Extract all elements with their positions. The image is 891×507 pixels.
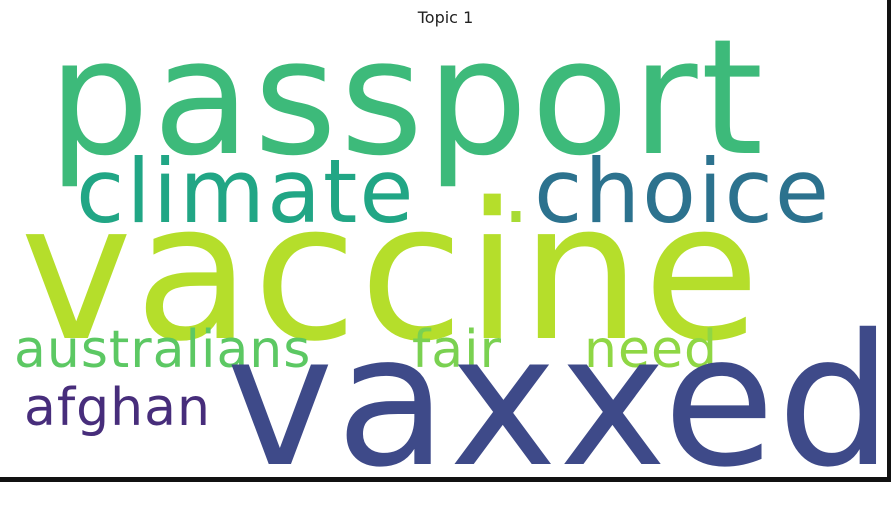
word-cloud: passport climate . choice vaccine austra…: [14, 4, 891, 493]
word-passport: passport: [48, 4, 767, 191]
word-afghan: afghan: [24, 378, 211, 438]
word-dot: .: [502, 140, 530, 243]
word-need: need: [584, 320, 718, 380]
word-choice: choice: [534, 140, 831, 243]
plot-title: Topic 1: [417, 8, 474, 27]
frame-border-bottom: [0, 477, 891, 482]
word-australians: australians: [14, 320, 312, 380]
word-fair: fair: [412, 320, 502, 380]
word-vaxxed: vaxxed: [226, 295, 891, 507]
frame-border-right: [887, 0, 891, 482]
word-climate: climate: [76, 140, 416, 243]
word-vaccine: vaccine: [20, 162, 762, 383]
